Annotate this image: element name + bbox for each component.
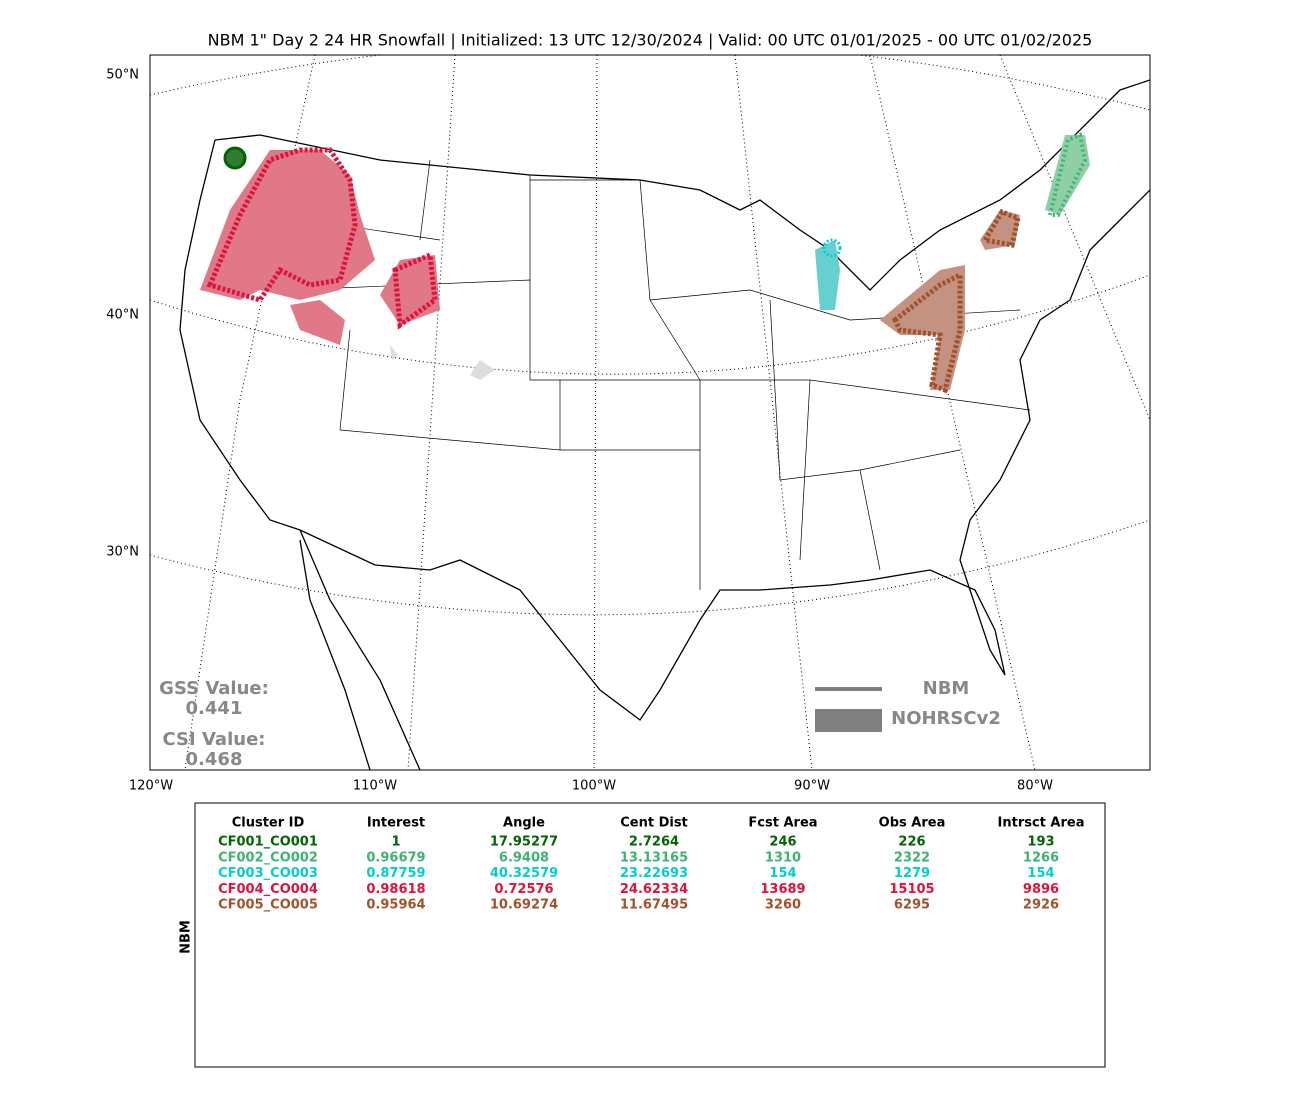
obs-object xyxy=(880,265,965,390)
table-cell: 1266 xyxy=(1023,850,1059,865)
table-cell: 24.62334 xyxy=(620,882,688,897)
graticule xyxy=(150,55,1150,111)
table-cell: 13689 xyxy=(760,882,805,897)
table-frame xyxy=(194,802,1106,1068)
fcst-object xyxy=(980,208,1021,248)
fcst-object xyxy=(223,146,247,170)
column-header: Angle xyxy=(503,816,545,831)
table-cell: 0.98618 xyxy=(366,882,425,897)
table-cell: 10.69274 xyxy=(490,898,558,913)
legend-label: NOHRSCv2 xyxy=(891,708,1001,729)
table-cell: CF001_CO001 xyxy=(218,835,318,850)
lat-label: 50°N xyxy=(106,68,139,83)
table-cell: 246 xyxy=(769,835,796,850)
table-cell: 0.96679 xyxy=(366,850,425,865)
table-cell: 154 xyxy=(1027,866,1054,881)
obs-object xyxy=(200,150,375,300)
column-header: Cluster ID xyxy=(232,816,305,831)
table-cell: 0.95964 xyxy=(366,898,425,913)
obs-object xyxy=(815,240,840,310)
table-cell: CF004_CO004 xyxy=(218,882,318,897)
table-cell: 226 xyxy=(898,835,925,850)
column-header: Obs Area xyxy=(879,816,946,831)
graticule xyxy=(999,55,1150,421)
title: NBM 1" Day 2 24 HR Snowfall | Initialize… xyxy=(208,31,1093,50)
csi-label: CSI Value: xyxy=(163,729,266,750)
column-header: Interest xyxy=(367,816,425,831)
table-cell: 1310 xyxy=(765,850,801,865)
legend-label: NBM xyxy=(923,678,970,699)
map: 50°N 40°N 30°N 120°W 110°W 100°W 90°W 80… xyxy=(106,54,1151,794)
table-cell: 154 xyxy=(769,866,796,881)
table-cell: CF002_CO002 xyxy=(218,850,318,865)
column-header: Intrsct Area xyxy=(998,816,1085,831)
table-cell: 0.72576 xyxy=(494,882,553,897)
lon-label: 110°W xyxy=(353,779,397,794)
table-cell: 0.87759 xyxy=(366,866,425,881)
fcst-object xyxy=(392,251,438,330)
lat-label: 40°N xyxy=(106,308,139,323)
csi-value: 0.468 xyxy=(186,749,243,770)
table-cell: 9896 xyxy=(1023,882,1059,897)
table-side-label: NBM xyxy=(179,920,194,954)
table-cell: 11.67495 xyxy=(620,898,688,913)
fcst-object xyxy=(822,238,842,258)
table-cell: CF003_CO003 xyxy=(218,866,318,881)
table-cell: 6.9408 xyxy=(499,850,549,865)
table-cell: 2322 xyxy=(894,850,930,865)
fcst-object xyxy=(891,270,963,394)
table-cell: 17.95277 xyxy=(490,835,558,850)
fcst-clusters xyxy=(200,132,1090,394)
column-header: Cent Dist xyxy=(620,816,688,831)
table-cell: 15105 xyxy=(889,882,934,897)
gss-value: 0.441 xyxy=(186,698,243,719)
table-cell: 23.22693 xyxy=(620,866,688,881)
obs-object xyxy=(290,300,345,345)
table-cell: 13.13165 xyxy=(620,850,688,865)
table-cell: 193 xyxy=(1027,835,1054,850)
gss-label: GSS Value: xyxy=(159,678,269,699)
table-cell: 1279 xyxy=(894,866,930,881)
lon-label: 80°W xyxy=(1017,779,1053,794)
legend-swatch xyxy=(815,709,882,732)
coastline xyxy=(179,79,1150,770)
table-cell: 3260 xyxy=(765,898,801,913)
table: Cluster ID Interest Angle Cent Dist Fcst Are… xyxy=(218,816,1084,913)
table-cell: CF005_CO005 xyxy=(218,898,318,913)
lon-label: 120°W xyxy=(129,779,173,794)
table-cell: 2.7264 xyxy=(629,835,679,850)
obs-object xyxy=(470,360,495,380)
table-cell: 2926 xyxy=(1023,898,1059,913)
obs-object xyxy=(390,345,398,360)
lon-label: 100°W xyxy=(572,779,616,794)
column-header: Fcst Area xyxy=(748,816,817,831)
table-cell: 40.32579 xyxy=(490,866,558,881)
lat-label: 30°N xyxy=(106,545,139,560)
table-cell: 6295 xyxy=(894,898,930,913)
table-cell: 1 xyxy=(391,835,400,850)
lon-label: 90°W xyxy=(794,779,830,794)
